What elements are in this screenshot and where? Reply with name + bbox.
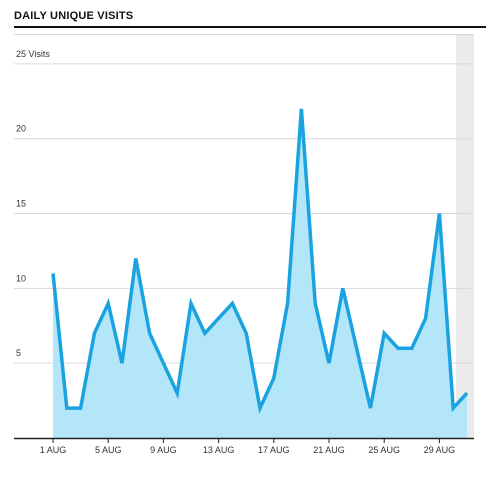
x-tick-label: 17 AUG (258, 445, 290, 455)
x-tick-label: 9 AUG (150, 445, 177, 455)
gridlines (14, 34, 474, 364)
y-tick-label: 25 Visits (16, 49, 50, 59)
y-tick-label: 5 (16, 348, 21, 358)
x-tick-label: 21 AUG (313, 445, 345, 455)
series-area-fill (53, 108, 467, 438)
series-line (51, 108, 469, 414)
x-tick-label: 5 AUG (95, 445, 122, 455)
y-tick-label: 15 (16, 199, 26, 209)
x-tick-label: 1 AUG (40, 445, 67, 455)
chart-title: DAILY UNIQUE VISITS (14, 10, 134, 22)
x-tick-label: 29 AUG (424, 445, 456, 455)
highlight-layer (456, 34, 474, 438)
y-tick-label: 10 (16, 273, 26, 283)
x-tick-label: 25 AUG (368, 445, 400, 455)
title-divider (14, 26, 486, 28)
current-day-highlight (456, 34, 474, 438)
x-axis-ticks: 1 AUG 5 AUG 9 AUG 13 AUG 17 AUG 21 AUG 25 AUG 2… (14, 437, 474, 455)
series-visits (51, 108, 469, 438)
y-tick-label: 20 (16, 124, 26, 134)
y-axis-ticks: 5 10 15 20 25 Visits (16, 49, 50, 358)
x-tick-label: 13 AUG (203, 445, 235, 455)
